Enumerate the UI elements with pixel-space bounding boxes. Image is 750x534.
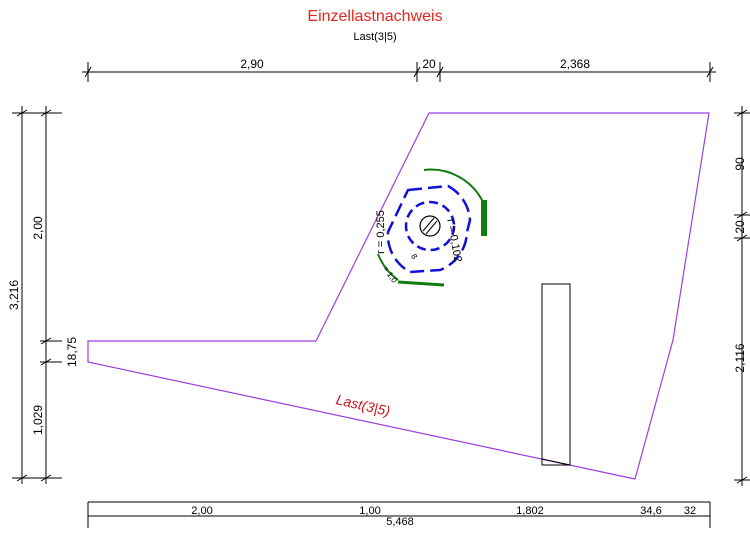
right-dim-label: 20	[733, 220, 747, 234]
outer-perimeter-green	[397, 280, 445, 287]
left-dim-label: 2,00	[31, 216, 45, 240]
outer-perimeter-green	[481, 200, 487, 236]
top-dimension	[82, 62, 716, 82]
radius-label-inner: r = 0,102	[444, 218, 463, 263]
bottom-dim-label: 32	[684, 505, 696, 517]
radius-label-outer: r = 0,255	[375, 210, 387, 254]
top-dim-label: 2,90	[240, 57, 264, 71]
inner-perimeter-blue	[404, 200, 456, 252]
load-circle	[419, 215, 441, 237]
right-dim-label: 2,116	[733, 343, 747, 372]
bottom-dimension	[87, 501, 711, 528]
outer-perimeter-green	[377, 253, 399, 281]
outer-perimeter-blue	[386, 184, 472, 274]
load-circle-hatch	[425, 220, 438, 235]
load-circle-hatch	[422, 217, 435, 232]
diagram-title: Einzellastnachweis	[307, 8, 443, 25]
top-dim-label: 2,368	[560, 57, 590, 71]
right-dimension	[734, 106, 750, 486]
left-dim-label: 18,75	[65, 337, 79, 367]
bottom-dim-label: 1,00	[359, 505, 380, 517]
support-column-base	[541, 458, 571, 466]
left-dim-label: 1,029	[31, 405, 45, 435]
support-column	[541, 283, 571, 466]
bottom-dim-label: 1,802	[516, 505, 544, 517]
control-perimeters	[377, 168, 487, 287]
diagram-subtitle: Last(3|5)	[353, 31, 397, 43]
left-dim-label: 3,216	[7, 280, 21, 310]
left-dimension	[12, 106, 62, 484]
load-label: Last(3|5)	[335, 391, 392, 419]
right-dim-label: 90	[733, 157, 747, 171]
bottom-dim-label: 2,00	[191, 505, 212, 517]
outer-perimeter-green	[423, 168, 484, 203]
slab-outline	[87, 112, 710, 480]
radius-label-small: 8	[409, 252, 419, 261]
radius-label-small: = 1,0	[381, 265, 399, 285]
bottom-dim-total: 5,468	[386, 516, 414, 528]
top-dim-label: 20	[422, 57, 436, 71]
bottom-dim-label: 34,6	[640, 505, 661, 517]
